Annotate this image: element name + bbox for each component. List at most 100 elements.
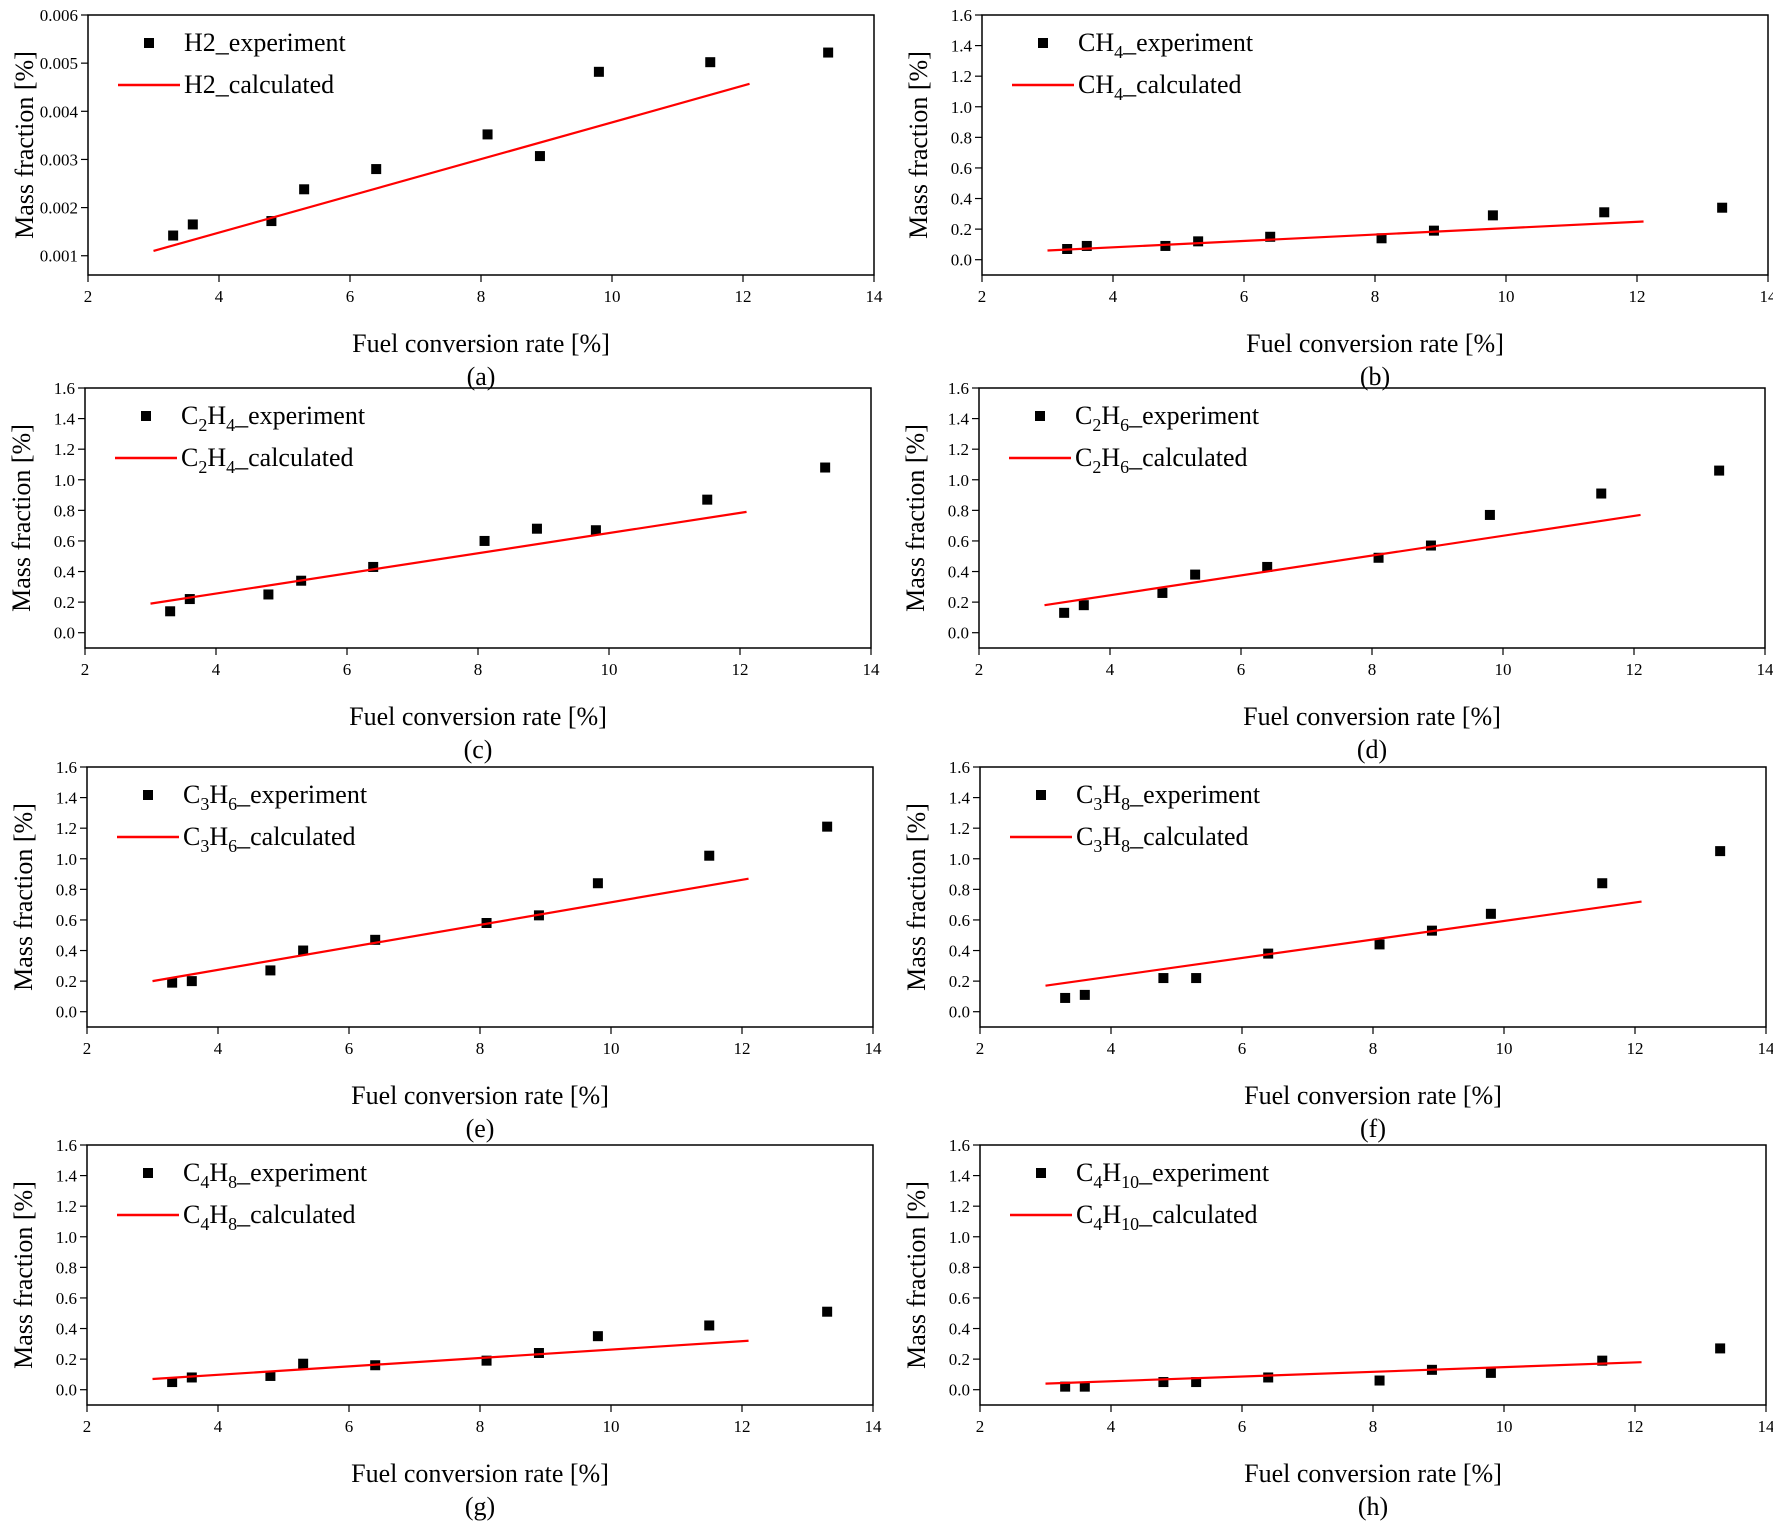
fit-line [152, 1339, 749, 1381]
y-tick-label: 0.003 [40, 150, 78, 169]
x-tick-label: 6 [345, 1039, 354, 1058]
data-point [823, 47, 834, 58]
y-tick-label: 0.6 [56, 1289, 77, 1308]
chart-panel: 2 4 6 8 10 12 14 0.0 0.2 0.4 0.6 0.8 1.0 1.2 1.4 1.6 Fue… [7, 379, 880, 764]
x-tick-label: 4 [1107, 1039, 1116, 1058]
x-axis-label: Fuel conversion rate [%] [352, 329, 610, 358]
data-point [702, 494, 713, 505]
y-tick-label: 1.4 [56, 789, 78, 808]
y-tick-label: 1.6 [56, 1136, 77, 1155]
y-tick-label: 1.6 [54, 379, 75, 398]
x-tick-label: 10 [1495, 660, 1512, 679]
x-tick-label: 12 [734, 1417, 751, 1436]
data-point [1715, 846, 1726, 857]
y-tick-label: 0.8 [56, 1258, 77, 1277]
data-point [704, 1320, 715, 1331]
data-point [592, 1331, 603, 1342]
legend-label: C2H6_calculated [1075, 443, 1248, 477]
data-point [1597, 878, 1608, 889]
data-point [1158, 1377, 1169, 1388]
y-tick-label: 0.8 [949, 1258, 970, 1277]
chart-panel: 2 4 6 8 10 12 14 0.001 0.002 0.003 0.004 0.005 0.006… [10, 6, 883, 391]
y-tick-label: 0.6 [951, 159, 972, 178]
legend-label: C4H8_calculated [183, 1200, 356, 1234]
data-point [187, 219, 198, 230]
legend-label: C4H8_experiment [183, 1158, 368, 1192]
y-tick-label: 0.0 [54, 624, 75, 643]
x-tick-label: 12 [1627, 1417, 1644, 1436]
y-tick-label: 1.0 [951, 98, 972, 117]
y-tick-label: 1.2 [56, 1197, 77, 1216]
x-tick-label: 2 [975, 660, 984, 679]
x-tick-label: 6 [343, 660, 352, 679]
y-tick-label: 0.2 [56, 1350, 77, 1369]
x-tick-label: 10 [604, 287, 621, 306]
x-tick-label: 14 [1758, 1039, 1773, 1058]
data-point [1263, 1372, 1274, 1383]
data-point [165, 606, 176, 617]
panel-label: (c) [464, 735, 493, 764]
y-tick-label: 0.002 [40, 199, 78, 218]
legend-label: C2H4_experiment [181, 401, 366, 435]
data-point [1081, 240, 1092, 251]
legend-marker-swatch [1036, 1168, 1046, 1178]
panel-label: (b) [1360, 362, 1390, 391]
panel-label: (d) [1357, 735, 1387, 764]
panel-label: (h) [1358, 1492, 1388, 1521]
data-point [184, 594, 195, 605]
data-point [1485, 1367, 1496, 1378]
legend-label: C3H8_calculated [1076, 822, 1249, 856]
x-tick-label: 12 [734, 1039, 751, 1058]
y-tick-label: 0.8 [56, 880, 77, 899]
x-axis-label: Fuel conversion rate [%] [1244, 1459, 1502, 1488]
data-point [481, 1355, 492, 1366]
x-tick-label: 6 [345, 1417, 354, 1436]
legend-label: C3H6_calculated [183, 822, 356, 856]
y-tick-label: 0.6 [949, 1289, 970, 1308]
data-point [1717, 202, 1728, 213]
data-point [298, 945, 309, 956]
y-tick-label: 1.2 [951, 67, 972, 86]
y-tick-label: 0.006 [40, 6, 78, 25]
x-tick-label: 14 [865, 1417, 883, 1436]
data-point [1160, 240, 1171, 251]
data-point [531, 523, 542, 534]
data-point [299, 184, 310, 195]
data-point [368, 561, 379, 572]
y-tick-label: 1.6 [56, 758, 77, 777]
x-tick-label: 10 [1498, 287, 1515, 306]
y-tick-label: 0.4 [54, 563, 76, 582]
data-point [1190, 569, 1201, 580]
x-tick-label: 6 [1238, 1039, 1247, 1058]
y-tick-label: 1.2 [54, 440, 75, 459]
y-tick-label: 0.6 [948, 532, 969, 551]
y-axis-label: Mass fraction [%] [902, 803, 931, 991]
y-tick-label: 1.0 [949, 1228, 970, 1247]
y-tick-label: 1.0 [949, 850, 970, 869]
x-axis-label: Fuel conversion rate [%] [351, 1081, 609, 1110]
data-point [1376, 233, 1387, 244]
x-tick-label: 2 [978, 287, 987, 306]
y-tick-label: 0.005 [40, 54, 78, 73]
x-tick-label: 2 [976, 1039, 985, 1058]
data-point [1060, 1381, 1071, 1392]
legend-marker-swatch [143, 790, 153, 800]
chart-panel: 2 4 6 8 10 12 14 0.0 0.2 0.4 0.6 0.8 1.0 1.2 1.4 1.6 Fue… [9, 1136, 882, 1521]
y-tick-label: 0.6 [949, 911, 970, 930]
data-point [1193, 236, 1204, 247]
panel-label: (f) [1360, 1114, 1386, 1143]
y-tick-label: 1.6 [949, 758, 970, 777]
data-point [1485, 908, 1496, 919]
legend-label: H2_experiment [184, 28, 347, 57]
y-axis-label: Mass fraction [%] [9, 803, 38, 991]
data-point [1487, 210, 1498, 221]
x-tick-label: 10 [1496, 1417, 1513, 1436]
y-tick-label: 1.0 [54, 471, 75, 490]
data-point [298, 1358, 309, 1369]
y-tick-label: 0.2 [949, 1350, 970, 1369]
legend-label: C2H4_calculated [181, 443, 354, 477]
data-point [167, 977, 178, 988]
legend-marker-swatch [1036, 790, 1046, 800]
data-point [479, 535, 490, 546]
